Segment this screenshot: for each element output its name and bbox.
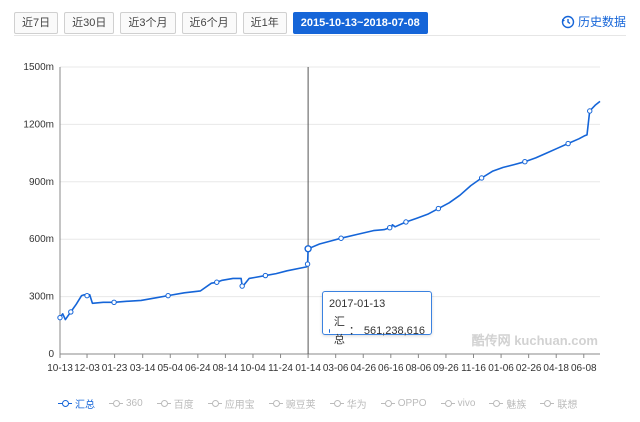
range-30-days[interactable]: 近30日 [64,12,115,34]
data-point [565,140,571,147]
highlighted-data-point [304,245,312,253]
legend-item-oppo[interactable]: OPPO [380,396,427,411]
y-tick-label: 1200m [23,119,54,130]
data-point [435,205,442,212]
header-divider [14,35,626,36]
x-tick-label: 06-24 [185,363,211,374]
legend-marker-icon [156,399,171,408]
tooltip-series-name: 汇总 [333,316,345,346]
history-data-button[interactable]: 历史数据 [561,13,626,30]
chart-legend: 汇总 360 百度 应用宝 豌豆荚 华为 OPPO vivo 魅族 联想 [58,396,577,411]
x-tick-label: 11-24 [268,363,293,374]
x-tick-label: 12-03 [74,363,100,374]
data-point [403,219,409,225]
x-tick-label: 10-13 [47,363,73,374]
x-tick-label: 01-23 [102,363,128,374]
range-1-year[interactable]: 近1年 [242,12,287,34]
data-point [262,272,269,279]
legend-label: 应用宝 [224,400,255,411]
data-point [214,279,220,285]
grid-layer [60,66,600,355]
data-point [522,159,528,165]
data-point [304,261,311,267]
legend-label: 360 [126,398,143,409]
tooltip-series-dot [329,329,330,333]
legend-marker-icon [329,399,344,408]
data-point [338,235,344,241]
legend-marker-icon [489,399,504,408]
legend-label: 豌豆荚 [285,400,316,411]
x-tick-label: 06-16 [378,363,404,374]
legend-item-summary[interactable]: 汇总 [58,396,95,411]
history-data-label: 历史数据 [577,15,626,29]
y-tick-label: 600m [29,234,54,245]
data-point [68,309,74,315]
x-tick-label: 05-04 [157,363,183,374]
range-7-days[interactable]: 近7日 [14,12,59,34]
x-tick-label: 04-26 [350,363,376,374]
legend-item-meizu[interactable]: 魅族 [489,396,526,411]
data-point [57,314,63,321]
x-tick-label: 09-26 [433,363,459,374]
y-tick-label: 300m [29,292,54,303]
tooltip-colon: ： [348,325,360,337]
y-tick-label: 1500m [23,62,54,73]
marker-layer [57,108,593,321]
x-tick-label: 11-16 [461,363,486,374]
legend-item-huawei[interactable]: 华为 [329,396,367,411]
history-clock-icon [561,15,575,29]
x-tick-label: 06-08 [571,363,597,374]
legend-label: 百度 [173,400,194,411]
x-tick-label: 01-14 [295,363,321,374]
data-point [587,108,593,114]
data-point [478,175,485,181]
legend-marker-icon [268,399,283,408]
tooltip-value: 561,238,616 [363,325,425,337]
legend-label: 魅族 [506,400,527,411]
legend-label: 汇总 [75,400,95,411]
legend-item-baidu[interactable]: 百度 [156,396,194,411]
legend-label: OPPO [397,398,427,409]
legend-item-360[interactable]: 360 [109,396,143,411]
legend-item-vivo[interactable]: vivo [440,396,476,411]
legend-marker-icon [58,399,72,408]
tooltip-date: 2017-01-13 [329,298,386,310]
x-tick-label: 02-26 [516,363,542,374]
legend-marker-icon [109,399,123,408]
data-point [165,292,171,299]
x-tick-label: 04-18 [543,363,569,374]
data-point [84,292,90,299]
series-line-summary [59,100,601,321]
legend-marker-icon [540,399,555,408]
y-tick-label: 900m [29,177,54,188]
watermark: 酷传网 kuchuan.com [472,333,598,348]
x-tick-label: 03-06 [323,363,349,374]
range-selector: 近7日 近30日 近3个月 近6个月 近1年 2015-10-13~2018-0… [14,12,428,34]
legend-item-wandoujia[interactable]: 豌豆荚 [268,396,316,411]
range-custom-dates[interactable]: 2015-10-13~2018-07-08 [292,12,428,34]
x-tick-label: 10-04 [240,363,266,374]
range-3-months[interactable]: 近3个月 [120,12,176,34]
legend-label: vivo [457,398,476,409]
data-point [239,283,245,289]
legend-item-yingyongbao[interactable]: 应用宝 [207,396,255,411]
x-tick-label: 08-14 [213,363,239,374]
legend-item-lenovo[interactable]: 联想 [540,396,577,411]
x-tick-label: 01-06 [488,363,514,374]
legend-label: 联想 [557,400,578,411]
data-point [387,225,393,231]
x-tick-label: 08-06 [406,363,432,374]
data-point [111,299,117,306]
legend-marker-icon [440,399,455,408]
y-tick-label: 0 [48,349,54,360]
legend-label: 华为 [346,400,367,411]
range-6-months[interactable]: 近6个月 [181,12,237,34]
legend-marker-icon [380,399,395,408]
chart-tooltip: 2017-01-13 汇总： 561,238,616 [322,291,432,346]
legend-marker-icon [207,399,222,408]
x-tick-label: 03-14 [130,363,156,374]
